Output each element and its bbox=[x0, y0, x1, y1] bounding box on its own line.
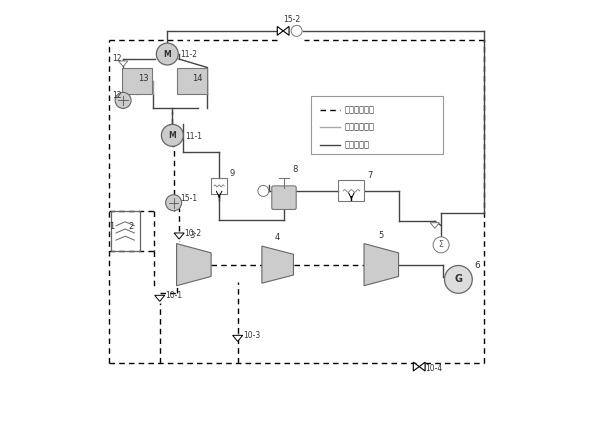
Circle shape bbox=[258, 185, 269, 196]
Text: 15-2: 15-2 bbox=[283, 15, 300, 25]
Bar bbox=[176, 67, 207, 94]
Polygon shape bbox=[174, 233, 184, 239]
Text: 11-1: 11-1 bbox=[185, 132, 202, 141]
Text: M: M bbox=[169, 131, 176, 140]
Polygon shape bbox=[413, 362, 419, 371]
Text: Σ: Σ bbox=[439, 240, 443, 249]
Bar bbox=[311, 96, 443, 154]
Text: 3: 3 bbox=[189, 231, 194, 240]
Polygon shape bbox=[176, 244, 211, 286]
Polygon shape bbox=[277, 26, 283, 35]
Polygon shape bbox=[430, 223, 439, 228]
Text: 2: 2 bbox=[128, 222, 134, 231]
Polygon shape bbox=[118, 61, 128, 67]
Circle shape bbox=[161, 124, 184, 146]
Text: 13: 13 bbox=[138, 75, 148, 84]
Text: 11-2: 11-2 bbox=[180, 50, 197, 59]
Text: 4: 4 bbox=[274, 233, 280, 242]
Text: 8: 8 bbox=[292, 165, 298, 174]
Circle shape bbox=[433, 237, 449, 253]
Text: 水循环路线: 水循环路线 bbox=[344, 140, 369, 150]
Bar bbox=[211, 178, 227, 194]
Text: 12: 12 bbox=[112, 91, 121, 100]
Text: 10-2: 10-2 bbox=[185, 229, 202, 238]
FancyBboxPatch shape bbox=[272, 186, 296, 209]
Bar bbox=[111, 211, 140, 251]
Circle shape bbox=[445, 265, 472, 293]
Bar bbox=[338, 180, 364, 201]
Text: 1: 1 bbox=[109, 222, 115, 231]
Text: G: G bbox=[454, 274, 463, 285]
Text: 5: 5 bbox=[378, 231, 383, 240]
Circle shape bbox=[166, 195, 182, 211]
Polygon shape bbox=[262, 246, 293, 283]
Text: 蒸汽循环线路: 蒸汽循环线路 bbox=[344, 105, 374, 114]
Text: 10-3: 10-3 bbox=[243, 332, 260, 340]
Circle shape bbox=[157, 43, 178, 65]
Text: 14: 14 bbox=[193, 75, 203, 84]
Text: 10-4: 10-4 bbox=[425, 364, 443, 373]
Text: 9: 9 bbox=[229, 169, 235, 178]
Text: 7: 7 bbox=[367, 171, 373, 180]
Circle shape bbox=[115, 92, 131, 109]
Text: 12: 12 bbox=[112, 54, 121, 63]
Text: 15-1: 15-1 bbox=[180, 194, 197, 203]
Polygon shape bbox=[364, 244, 398, 286]
Text: M: M bbox=[163, 50, 171, 59]
Text: 10-1: 10-1 bbox=[165, 291, 182, 300]
Bar bbox=[122, 67, 152, 94]
Circle shape bbox=[291, 25, 302, 36]
Text: 6: 6 bbox=[474, 261, 480, 270]
Polygon shape bbox=[155, 296, 165, 301]
Polygon shape bbox=[419, 362, 425, 371]
Polygon shape bbox=[233, 335, 243, 341]
Polygon shape bbox=[283, 26, 289, 35]
Text: 熔盐循环路线: 熔盐循环路线 bbox=[344, 123, 374, 132]
